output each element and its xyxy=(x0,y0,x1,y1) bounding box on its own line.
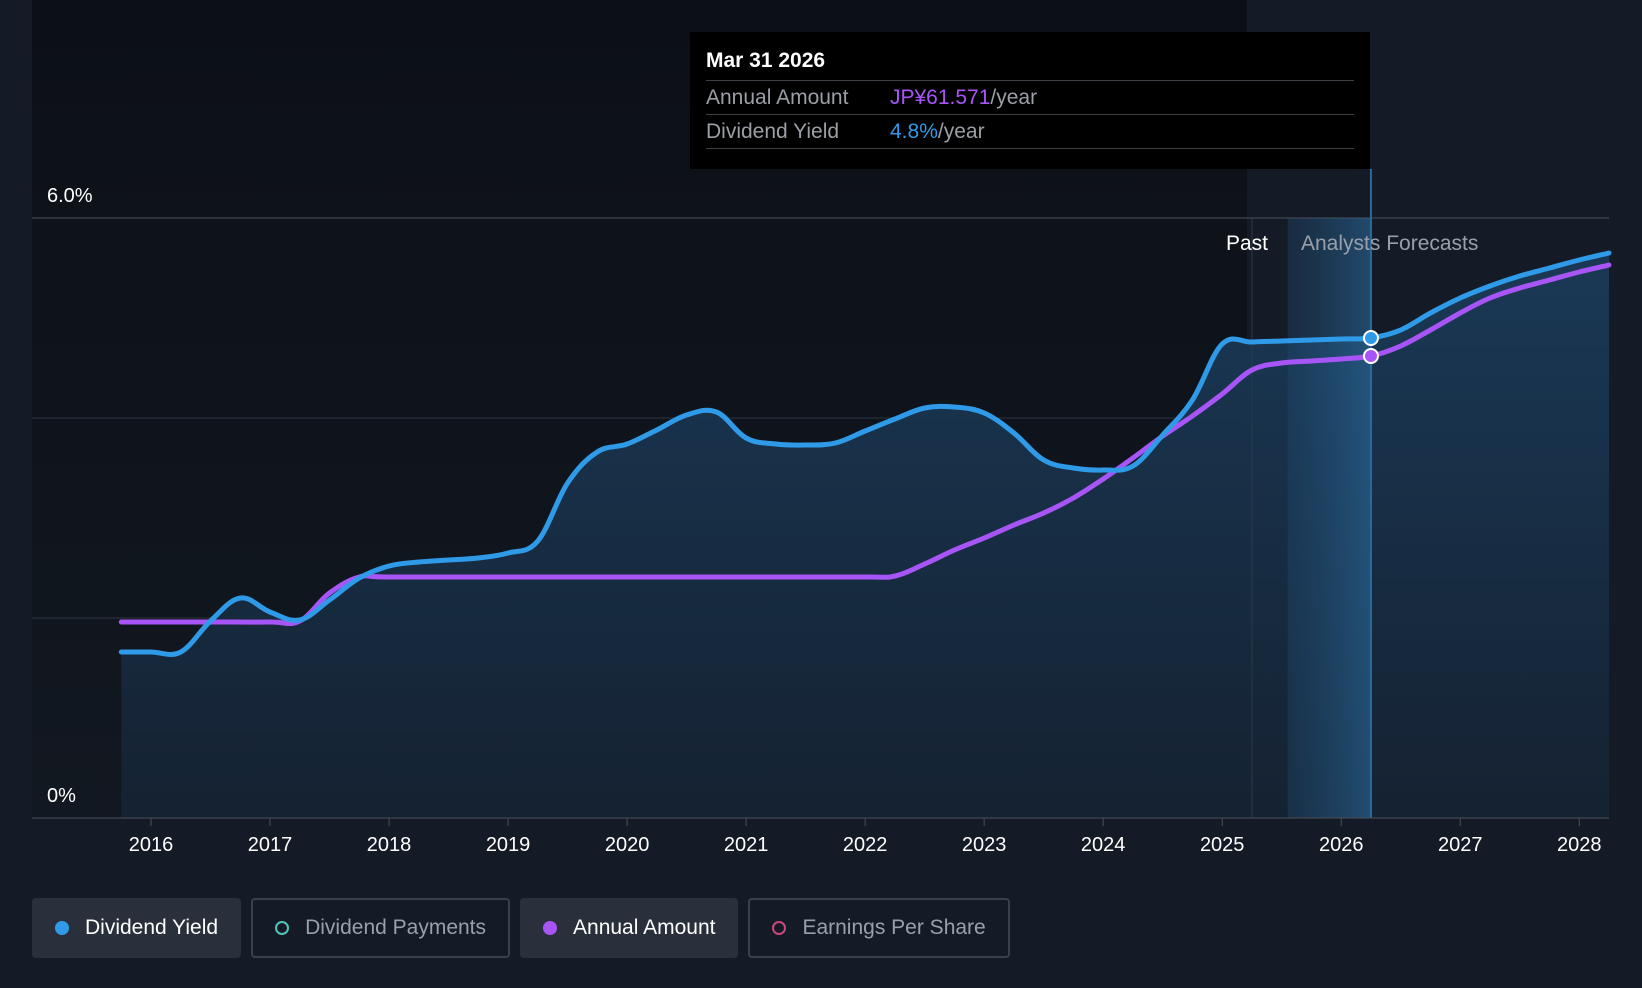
tooltip-label: Annual Amount xyxy=(706,86,849,109)
x-tick-label: 2026 xyxy=(1319,834,1364,856)
hollow-circle-icon xyxy=(772,921,787,935)
tooltip-suffix: /year xyxy=(937,120,985,143)
y-tick-label: 0% xyxy=(47,785,76,807)
legend-label: Dividend Payments xyxy=(305,916,487,939)
legend-annual-amount[interactable]: Annual Amount xyxy=(520,898,739,958)
legend-earnings-per-share[interactable]: Earnings Per Share xyxy=(748,898,1010,958)
legend-label: Dividend Yield xyxy=(85,916,219,939)
x-tick-label: 2021 xyxy=(724,834,769,856)
x-tick-label: 2020 xyxy=(605,834,650,856)
x-tick-label: 2023 xyxy=(962,834,1007,856)
filled-circle-icon xyxy=(543,921,558,935)
y-axis-labels: 6.0% 0% xyxy=(47,185,93,807)
x-tick-label: 2027 xyxy=(1438,834,1483,856)
chart-legend: Dividend Yield Dividend Payments Annual … xyxy=(32,898,1010,960)
tooltip-suffix: /year xyxy=(990,86,1038,109)
forecast-shaded-band xyxy=(1287,218,1371,818)
tooltip-row-dividend-yield: Dividend Yield 4.8% /year xyxy=(706,115,1354,149)
x-tick-label: 2019 xyxy=(486,834,531,856)
y-tick-label: 6.0% xyxy=(47,185,93,207)
x-tick-label: 2017 xyxy=(248,834,293,856)
legend-dividend-yield[interactable]: Dividend Yield xyxy=(32,898,242,958)
legend-label: Earnings Per Share xyxy=(802,916,986,939)
tooltip-row-annual-amount: Annual Amount JP¥61.571 /year xyxy=(706,81,1354,115)
x-axis-ticks: 2016 2017 2018 2019 2020 2021 2022 2023 2024 2025… xyxy=(129,818,1602,856)
dividend-yield-marker xyxy=(1362,330,1379,346)
dividend-yield-area xyxy=(121,253,1609,818)
tooltip-value: 4.8% xyxy=(890,120,938,143)
dividend-yield-fill xyxy=(121,253,1609,818)
tooltip-date: Mar 31 2026 xyxy=(706,46,1354,81)
x-tick-label: 2022 xyxy=(843,834,888,856)
tooltip-label: Dividend Yield xyxy=(706,120,840,143)
hollow-circle-icon xyxy=(275,921,290,935)
chart-tooltip: Mar 31 2026 Annual Amount JP¥61.571 /yea… xyxy=(690,32,1370,169)
tooltip-value: JP¥61.571 xyxy=(890,86,991,109)
forecast-region-label: Analysts Forecasts xyxy=(1301,232,1478,255)
x-tick-label: 2028 xyxy=(1557,834,1602,856)
past-region-label: Past xyxy=(1226,232,1268,255)
x-tick-label: 2024 xyxy=(1081,834,1126,856)
legend-dividend-payments[interactable]: Dividend Payments xyxy=(251,898,511,958)
series-lines xyxy=(118,250,1612,657)
x-tick-label: 2025 xyxy=(1200,834,1245,856)
legend-label: Annual Amount xyxy=(573,916,716,939)
x-tick-label: 2018 xyxy=(367,834,412,856)
annual-amount-marker xyxy=(1362,348,1379,364)
dividend-yield-line xyxy=(118,250,1612,657)
selected-point-markers xyxy=(1362,330,1379,364)
x-tick-label: 2016 xyxy=(129,834,174,856)
filled-circle-icon xyxy=(55,921,69,935)
